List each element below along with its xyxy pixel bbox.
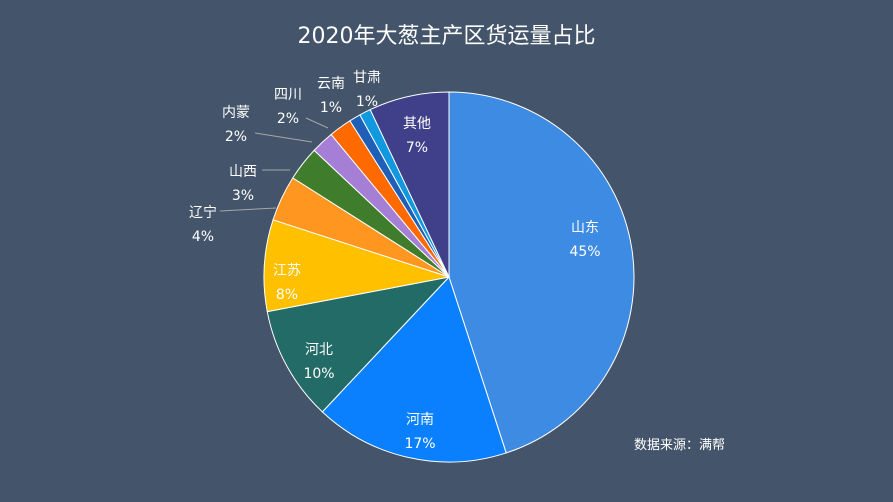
leader-line-7 (254, 132, 313, 143)
slice-percent-label-7: 2% (225, 129, 247, 145)
pie-slice-2 (321, 276, 507, 463)
slice-name-label-4: 江苏 (273, 263, 301, 279)
slice-percent-label-6: 3% (232, 188, 254, 204)
pie-slice-1 (448, 91, 635, 454)
pie-slice-3 (266, 276, 451, 413)
slice-percent-label-5: 4% (192, 229, 214, 245)
slice-percent-label-1: 45% (569, 244, 600, 260)
slice-name-label-2: 河南 (406, 412, 434, 428)
slice-percent-label-4: 8% (276, 287, 298, 303)
slice-name-label-7: 内蒙 (222, 105, 250, 121)
leader-line-8 (305, 117, 329, 129)
slice-name-label-6: 山西 (229, 164, 257, 180)
slice-percent-label-3: 10% (303, 366, 334, 382)
chart-title: 2020年大葱主产区货运量占比 (297, 24, 596, 49)
leader-line-5 (219, 207, 277, 212)
slice-percent-label-11: 7% (406, 140, 428, 156)
slice-name-label-8: 四川 (274, 87, 302, 103)
slice-name-label-1: 山东 (571, 220, 599, 236)
slice-percent-label-2: 17% (404, 436, 435, 452)
pie-slice-4 (263, 219, 450, 313)
slice-name-label-11: 其他 (403, 116, 431, 132)
slice-name-label-5: 辽宁 (189, 204, 217, 221)
slice-name-label-10: 甘肃 (353, 70, 381, 86)
data-source-note: 数据来源：满帮 (634, 438, 726, 453)
slice-percent-label-10: 1% (356, 94, 378, 110)
slice-name-label-3: 河北 (305, 342, 333, 358)
pie-slice-11 (369, 91, 450, 278)
slice-name-label-9: 云南 (317, 76, 345, 92)
slice-percent-label-8: 2% (277, 111, 299, 127)
slice-percent-label-9: 1% (320, 100, 342, 116)
